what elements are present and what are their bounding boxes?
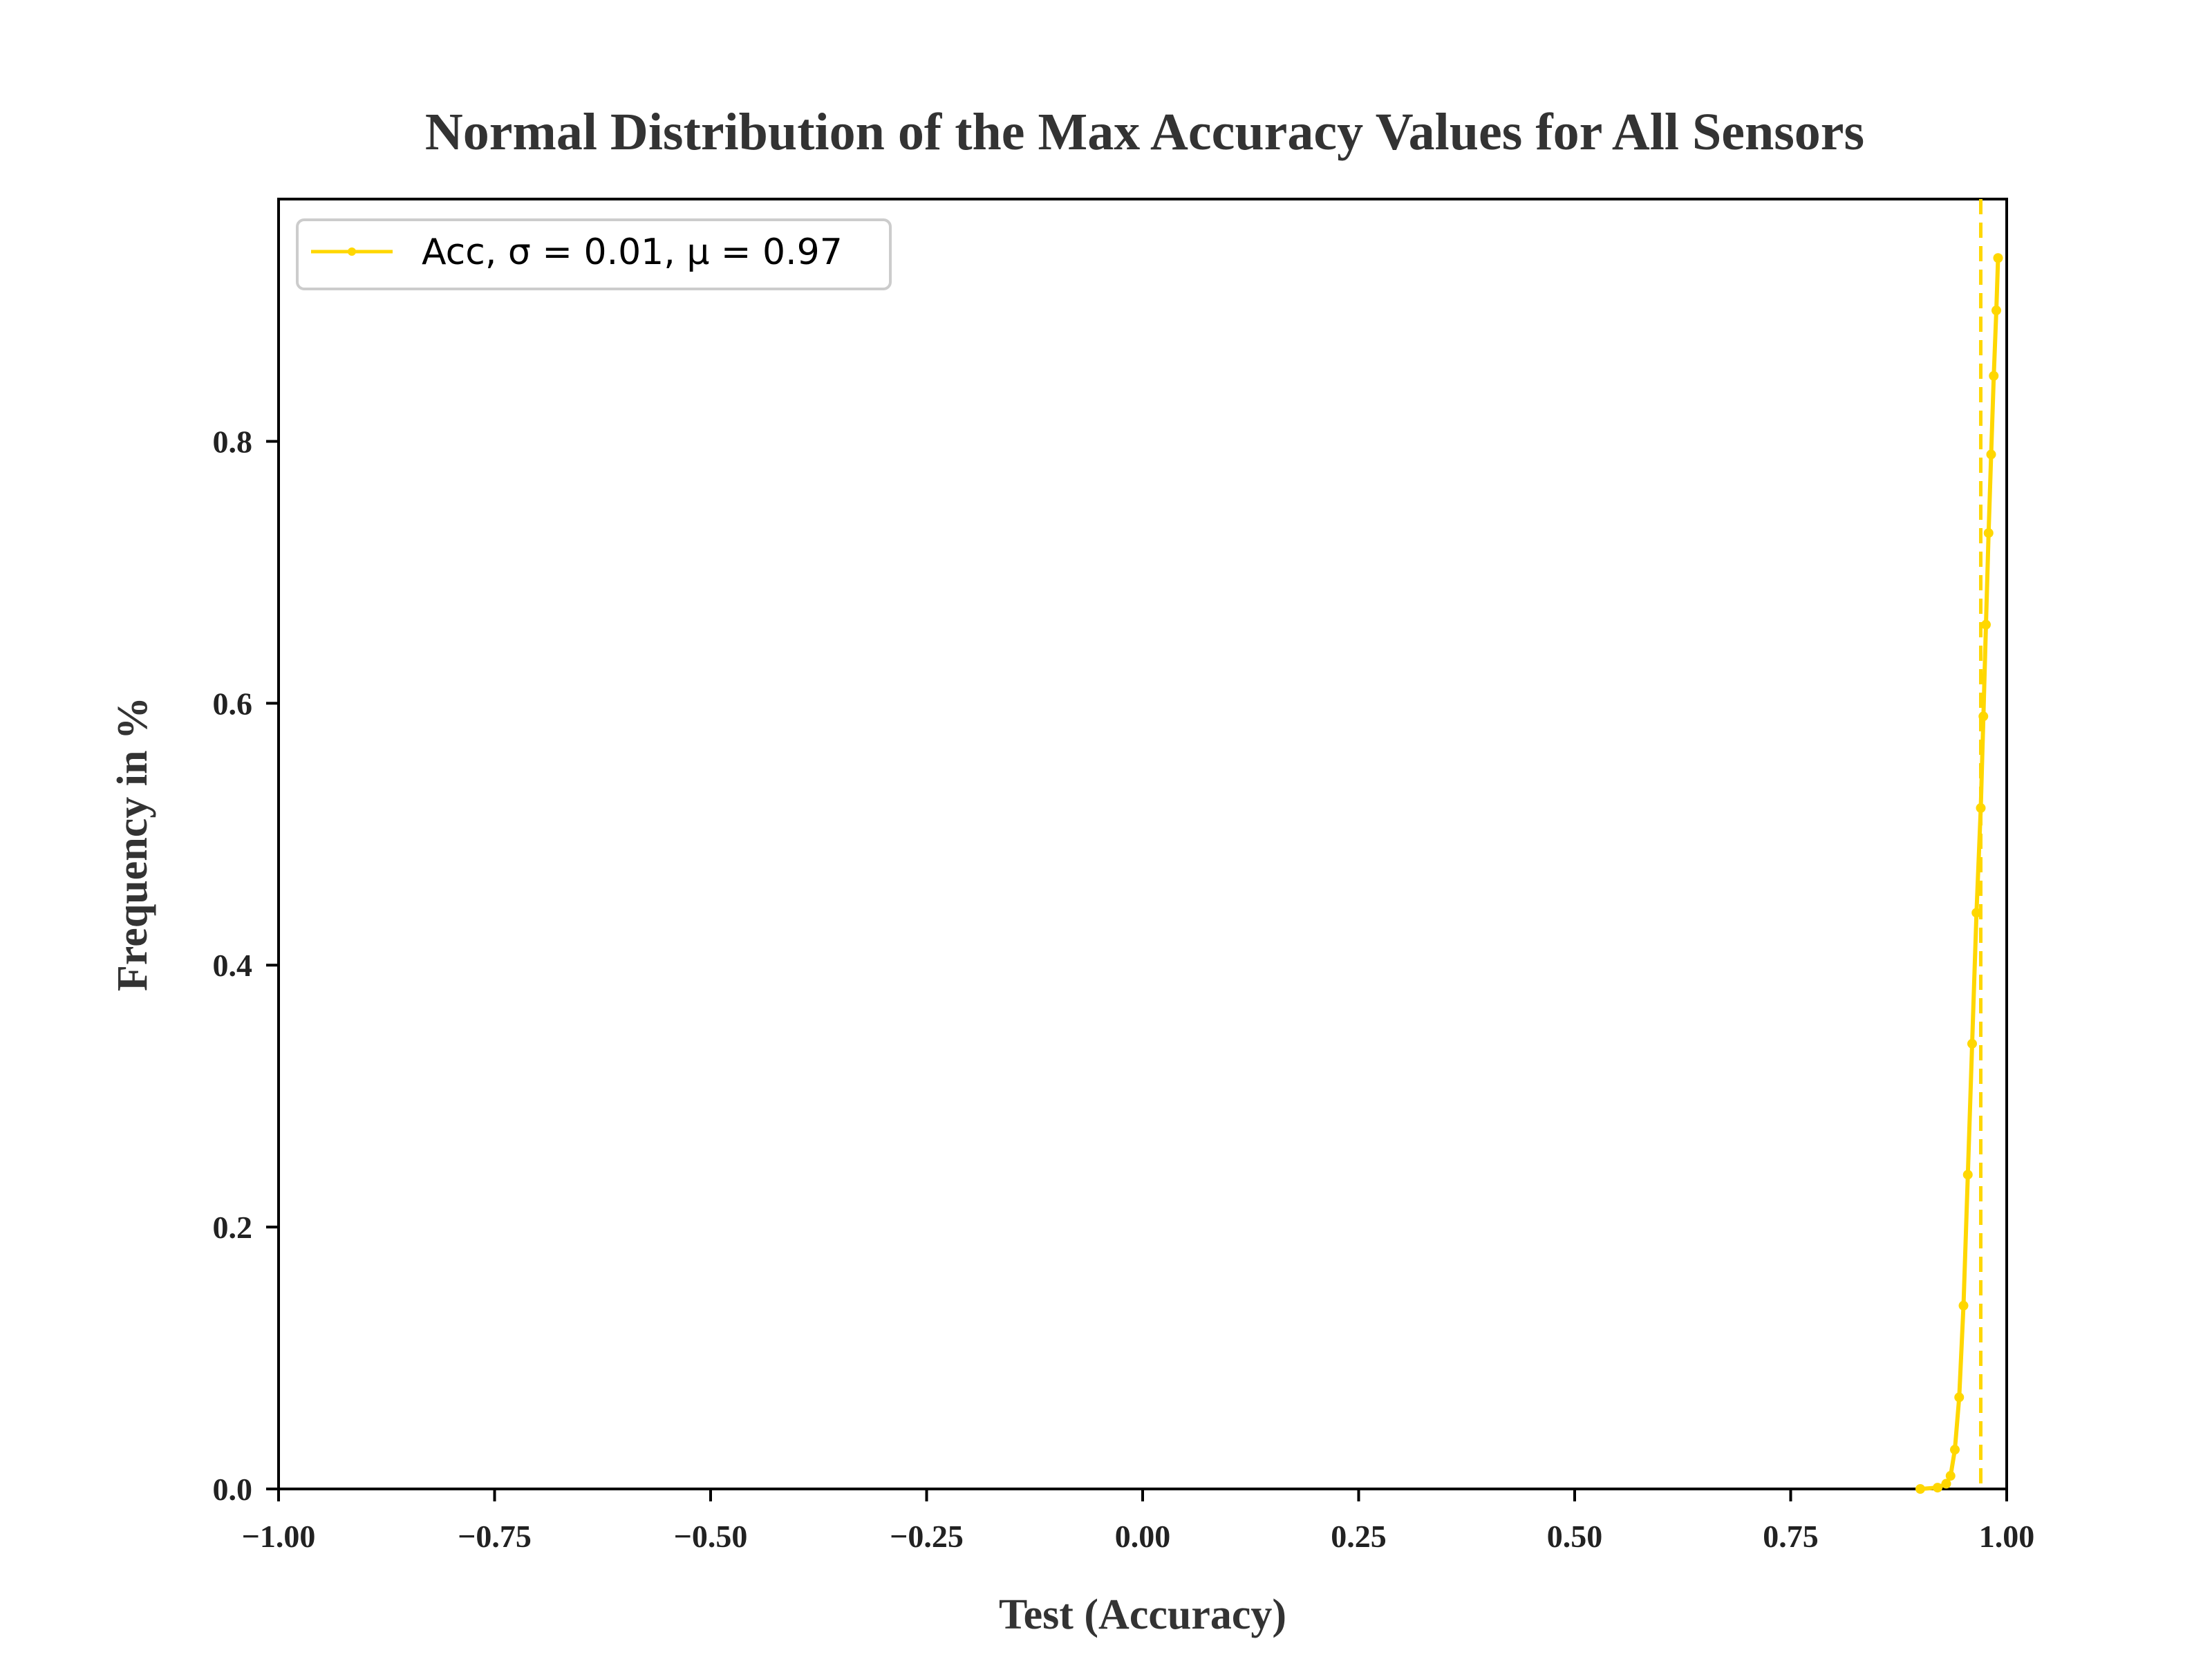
- series-point: [1958, 1300, 1969, 1311]
- series-point: [1978, 711, 1989, 722]
- plot-area: [277, 198, 2008, 1494]
- y-tick-label: 0.0: [213, 1472, 253, 1507]
- x-tick-label: −1.00: [242, 1519, 316, 1554]
- plot-frame: [277, 198, 2008, 1490]
- legend-frame: [296, 218, 892, 290]
- x-axis-label: Test (Accuracy): [999, 1591, 1286, 1638]
- y-axis-ticks: 0.0 0.2 0.4 0.6 0.8: [213, 424, 279, 1507]
- x-axis-ticks: −1.00 −0.75 −0.50 −0.25 0.00 0.25 0.50 0.75 1.00: [242, 1489, 2035, 1554]
- x-tick-label: 0.75: [1763, 1519, 1819, 1554]
- y-axis-label: Frequency in %: [109, 697, 156, 991]
- x-tick-label: −0.25: [890, 1519, 964, 1554]
- series-point: [1971, 908, 1982, 918]
- series-point: [1962, 1170, 1973, 1180]
- x-tick-label: 0.00: [1115, 1519, 1171, 1554]
- series-point: [1991, 306, 2001, 316]
- y-tick-label: 0.4: [213, 948, 253, 983]
- series-point: [1967, 1038, 1977, 1049]
- x-tick-label: −0.50: [674, 1519, 748, 1554]
- series-point: [1989, 371, 1999, 381]
- series-group: [1915, 253, 2003, 1494]
- x-tick-label: 0.50: [1547, 1519, 1603, 1554]
- x-tick-label: 1.00: [1979, 1519, 2035, 1554]
- series-point: [1941, 1479, 1951, 1489]
- series-point: [1976, 803, 1986, 813]
- legend-entry-label: Acc, σ = 0.01, μ = 0.97: [422, 232, 843, 273]
- y-tick-label: 0.2: [213, 1210, 253, 1245]
- y-tick-label: 0.8: [213, 424, 253, 459]
- x-tick-label: 0.25: [1331, 1519, 1387, 1554]
- series-point: [1950, 1445, 1960, 1455]
- x-tick-label: −0.75: [458, 1519, 532, 1554]
- legend: Acc, σ = 0.01, μ = 0.97: [296, 218, 892, 290]
- legend-marker-swatch: [348, 247, 356, 256]
- series-point: [1981, 619, 1991, 630]
- series-point: [1993, 253, 2003, 263]
- series-point: [1915, 1484, 1925, 1494]
- series-point: [1986, 449, 1996, 460]
- series-point: [1945, 1471, 1956, 1481]
- series-point: [1983, 528, 1994, 538]
- series-point: [1933, 1483, 1942, 1493]
- series-point: [1954, 1392, 1965, 1403]
- chart-title: Normal Distribution of the Max Accuracy …: [425, 103, 1864, 161]
- y-tick-label: 0.6: [213, 686, 253, 721]
